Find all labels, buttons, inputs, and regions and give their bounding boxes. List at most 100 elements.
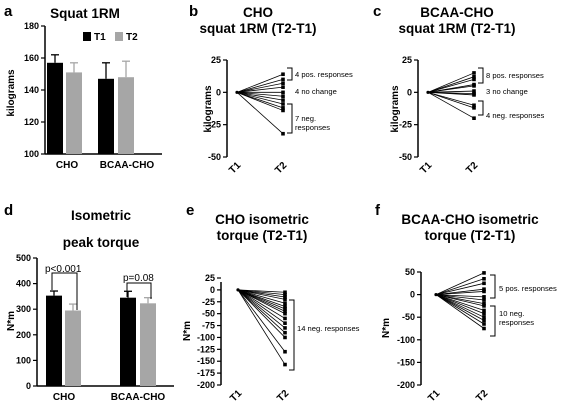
y-ticks-f: -200 -150 -100 -50 0 50 — [397, 267, 421, 390]
response-point-c — [472, 84, 476, 88]
response-point-f — [482, 315, 486, 319]
panel-letter-e: e — [186, 202, 194, 219]
response-point-f — [482, 304, 486, 308]
y-tick-label-d: 500 — [16, 253, 31, 263]
y-tick-label-e: -125 — [197, 344, 215, 354]
response-point-b — [281, 106, 285, 110]
y-tick-label-d: 300 — [16, 304, 31, 314]
response-point-e — [283, 295, 287, 299]
response-point-c — [472, 93, 476, 97]
panel-c: c BCAA-CHO squat 1RM (T2-T1) kilograms -… — [373, 3, 544, 176]
response-line-f — [435, 294, 485, 318]
response-point-b — [281, 94, 285, 99]
legend-swatch-t1-a — [83, 32, 91, 41]
sig-label-bcaa-d: p=0.08 — [123, 273, 154, 284]
y-tick-label-e: 25 — [205, 273, 215, 283]
baseline-point-f — [434, 293, 438, 297]
response-line-c — [427, 91, 475, 109]
response-point-f — [482, 281, 486, 286]
y-axis-label-a: kilograms — [6, 69, 17, 117]
y-ticks-a: 100 120 140 160 180 — [24, 21, 45, 159]
annotation-neg-c: 4 neg. responses — [486, 111, 544, 120]
bracket-neg-e — [289, 299, 295, 371]
response-line-b — [236, 82, 284, 93]
y-tick-label-d: 0 — [26, 381, 31, 391]
y-tick-label-c: -50 — [399, 152, 412, 162]
panel-e: e CHO isometric torque (T2-T1) N*m -200-… — [182, 202, 360, 404]
bracket-neg-b — [287, 103, 293, 134]
y-tick-label-a: 100 — [24, 149, 39, 159]
y-tick-label-f: -150 — [397, 357, 415, 367]
response-point-b — [281, 90, 285, 95]
response-point-b — [281, 131, 285, 136]
panel-letter-a: a — [4, 3, 13, 20]
response-point-e — [283, 292, 287, 297]
x-tick-t2-c: T2 — [464, 160, 480, 176]
legend-label-t2-a: T2 — [126, 32, 138, 43]
response-line-b — [236, 86, 284, 93]
response-line-b — [236, 73, 284, 93]
response-line-c — [427, 91, 475, 106]
y-tick-label-a: 140 — [24, 85, 39, 95]
baseline-point-e — [236, 288, 240, 292]
y-ticks-e: -200 -175 -150 -125 -100-75 -50 -25 0 25 — [197, 273, 221, 390]
response-point-e — [283, 290, 287, 295]
response-line-f — [435, 282, 485, 295]
y-tick-label-f: -200 — [397, 380, 415, 390]
chart-title-b-line1: CHO — [243, 5, 273, 20]
y-tick-label-c: 25 — [402, 55, 412, 65]
response-line-f — [435, 294, 485, 321]
response-line-f — [435, 294, 485, 311]
response-point-c — [472, 116, 476, 120]
y-axis-label-d: N*m — [6, 311, 17, 331]
chart-title-e-line2: torque (T2-T1) — [217, 228, 308, 243]
response-line-f — [435, 294, 485, 298]
annotation-neg-b-line2: responses — [295, 123, 330, 132]
response-point-e — [283, 309, 287, 314]
response-point-f — [482, 326, 486, 331]
y-ticks-b: -50 -25 0 25 — [208, 55, 227, 162]
annotation-neg-f-line1: 10 neg. — [499, 309, 524, 318]
response-point-f — [482, 289, 486, 294]
y-tick-label-a: 120 — [24, 117, 39, 127]
x-tick-t1-f: T1 — [426, 388, 442, 404]
annotation-neg-b-line1: 7 neg. — [295, 114, 316, 123]
sig-bracket-bcaa-d — [126, 282, 152, 299]
response-point-c — [472, 103, 476, 108]
response-point-e — [283, 321, 287, 325]
response-line-e — [237, 289, 286, 329]
response-line-e — [237, 289, 286, 319]
y-tick-label-c: -25 — [399, 120, 412, 130]
response-line-c — [427, 91, 475, 119]
panel-b: b CHO squat 1RM (T2-T1) kilograms -50 -25… — [189, 3, 353, 176]
response-point-f — [482, 318, 486, 323]
response-point-c — [472, 71, 476, 75]
sig-bracket-cho-d — [51, 272, 78, 310]
response-point-f — [482, 287, 486, 291]
baseline-point-b — [235, 90, 239, 94]
response-point-c — [472, 106, 476, 110]
response-line-f — [435, 294, 485, 301]
y-tick-label-e: -150 — [197, 356, 215, 366]
bar-d-t1-bcaa-cho — [120, 297, 136, 386]
bracket-pos-f — [490, 274, 496, 299]
response-point-b — [281, 85, 285, 89]
response-point-e — [283, 335, 287, 340]
y-tick-label-e: 0 — [210, 285, 215, 295]
response-point-e — [283, 362, 287, 367]
response-lines-b — [235, 72, 285, 136]
response-line-c — [427, 76, 475, 93]
chart-title-c-line2: squat 1RM (T2-T1) — [398, 21, 515, 36]
y-tick-label-b: 0 — [216, 87, 221, 97]
response-line-e — [237, 289, 286, 352]
y-tick-label-e: -50 — [202, 309, 215, 319]
y-tick-label-f: 50 — [405, 267, 415, 277]
response-point-f — [482, 271, 486, 275]
response-point-f — [482, 308, 486, 313]
response-line-f — [435, 294, 485, 307]
bar-a-t2-cho — [66, 72, 82, 154]
x-tick-t1-b: T1 — [227, 160, 243, 176]
y-tick-label-f: -50 — [402, 312, 415, 322]
bar-d-t1-cho — [46, 295, 62, 386]
